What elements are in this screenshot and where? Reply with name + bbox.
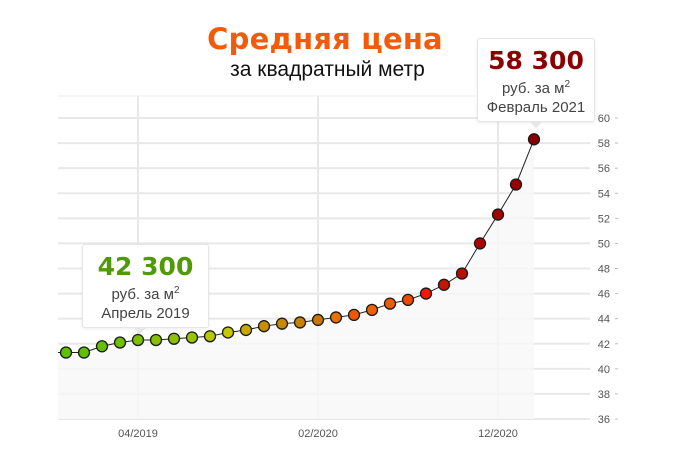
y-tick-label: 40 — [598, 364, 610, 376]
data-point[interactable] — [401, 293, 415, 307]
data-point[interactable] — [329, 311, 343, 324]
data-point[interactable] — [473, 237, 487, 250]
tooltip-min-value: 42 300 — [97, 252, 194, 281]
data-point[interactable] — [491, 208, 505, 221]
data-point[interactable] — [185, 331, 199, 344]
data-point[interactable] — [149, 333, 163, 347]
x-axis: 04/2019 02/2020 12/2020 — [118, 428, 518, 440]
unit-text: руб. за м — [501, 80, 565, 97]
points — [59, 133, 541, 359]
y-tick-label: 52 — [598, 213, 610, 225]
y-tick-label: 54 — [598, 188, 610, 200]
tooltip-min-date: Апрель 2019 — [101, 305, 190, 322]
tooltip-min: 42 300 руб. за м2 Апрель 2019 — [82, 244, 209, 334]
tooltip-max-date: Февраль 2021 — [486, 99, 586, 116]
series-line — [58, 139, 535, 354]
y-tick-label: 44 — [598, 314, 610, 326]
data-point[interactable] — [509, 178, 523, 191]
unit-text: руб. за м — [111, 286, 174, 303]
y-tick-label: 36 — [598, 414, 610, 426]
data-point[interactable] — [311, 313, 325, 327]
y-tick-label: 60 — [598, 113, 610, 125]
data-point[interactable] — [293, 316, 307, 329]
area-fill — [58, 139, 534, 419]
data-point[interactable] — [275, 317, 289, 330]
data-point[interactable] — [167, 332, 181, 345]
data-point[interactable] — [95, 340, 109, 353]
data-point[interactable] — [347, 308, 361, 322]
chart-title: Средняя цена — [207, 22, 443, 56]
x-tick-label: 02/2020 — [298, 428, 338, 440]
x-tick-label: 12/2020 — [478, 428, 518, 440]
y-tick-label: 46 — [598, 289, 610, 301]
tooltip-max-value: 58 300 — [488, 46, 584, 75]
unit-sup: 2 — [173, 285, 180, 296]
unit-sup: 2 — [564, 79, 571, 90]
chart-subtitle: за квадратный метр — [230, 58, 425, 81]
data-point[interactable] — [239, 323, 253, 337]
data-point[interactable] — [257, 320, 271, 333]
tooltip-max-unit: руб. за м2 — [478, 75, 594, 98]
y-tick-label: 48 — [598, 264, 610, 276]
data-point[interactable] — [365, 303, 379, 317]
data-point[interactable] — [221, 326, 235, 339]
data-point[interactable] — [113, 336, 127, 349]
tooltip-max: 58 300 руб. за м2 Февраль 2021 — [477, 38, 595, 128]
y-tick-label: 38 — [598, 389, 610, 401]
data-point[interactable] — [383, 297, 397, 310]
x-tick-label: 04/2019 — [118, 428, 158, 440]
data-point[interactable] — [203, 330, 217, 343]
data-point[interactable] — [131, 333, 145, 347]
y-tick-label: 50 — [598, 238, 610, 250]
data-point[interactable] — [437, 278, 451, 291]
y-axis: 36 38 40 42 44 46 48 50 52 54 56 58 60 — [598, 113, 618, 426]
data-point[interactable] — [419, 287, 433, 300]
tooltip-min-unit: руб. за м2 — [83, 281, 208, 304]
data-point[interactable] — [527, 133, 541, 146]
y-tick-label: 58 — [598, 138, 610, 150]
data-point[interactable] — [455, 267, 469, 280]
y-tick-label: 42 — [598, 339, 610, 351]
data-point[interactable] — [77, 346, 91, 359]
data-point[interactable] — [59, 346, 73, 359]
y-tick-label: 56 — [598, 163, 610, 175]
